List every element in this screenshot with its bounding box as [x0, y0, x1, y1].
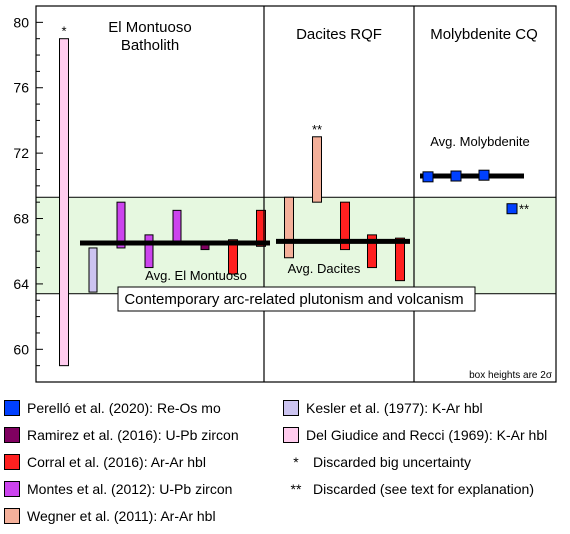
- discard-flags: *****: [61, 24, 529, 217]
- age-box: [367, 234, 377, 269]
- legend-label-ramirez: Ramirez et al. (2016): U-Pb zircon: [27, 427, 239, 443]
- age-box: [144, 234, 154, 269]
- panel-title-bg: [423, 21, 545, 47]
- y-tick-label: 72: [13, 145, 29, 161]
- y-axis: 60 64 68 72 76 80: [13, 14, 43, 367]
- age-chart: 60 64 68 72 76 80 Contemporary arc-related pl…: [13, 5, 557, 383]
- legend-swatch-corral: [4, 454, 20, 470]
- discard-flag: **: [519, 202, 529, 217]
- discard-flag: **: [312, 122, 322, 137]
- age-box: [340, 201, 350, 251]
- band-label-box: [117, 286, 476, 312]
- re-os-point: [450, 170, 462, 182]
- legend-swatch-perello: [4, 400, 20, 416]
- age-box: [284, 196, 294, 259]
- y-tick-label: 60: [13, 341, 29, 357]
- legend-symbol-asterisk: *: [293, 454, 299, 470]
- y-tick-label: 68: [13, 211, 29, 227]
- age-box: [395, 237, 405, 282]
- legend-label-perello: Perelló et al. (2020): Re-Os mo: [27, 400, 221, 416]
- legend-item-ramirez: Ramirez et al. (2016): U-Pb zircon: [4, 427, 239, 443]
- re-os-point: [422, 171, 434, 183]
- legend-swatch-delgiudice: [283, 427, 299, 443]
- legend-label-big-uncertainty: Discarded big uncertainty: [313, 454, 471, 470]
- legend-swatch-kesler: [283, 400, 299, 416]
- panel-title: Batholith: [121, 37, 179, 54]
- panel-title: Molybdenite CQ: [430, 26, 538, 43]
- box-height-note: box heights are 2σ: [469, 370, 553, 381]
- age-box: [116, 201, 126, 249]
- age-box: [172, 209, 182, 246]
- legend-item-delgiudice: Del Giudice and Recci (1969): K-Ar hbl: [283, 427, 547, 443]
- panel-title: El Montuoso: [108, 19, 191, 36]
- legend-label-corral: Corral et al. (2016): Ar-Ar hbl: [27, 454, 206, 470]
- legend-label-wegner: Wegner et al. (2011): Ar-Ar hbl: [27, 508, 216, 524]
- average-labels: Avg. El Montuoso Avg. Dacites Avg. Molybde…: [145, 134, 530, 283]
- y-tick-label: 80: [13, 14, 29, 30]
- legend-item-corral: Corral et al. (2016): Ar-Ar hbl: [4, 454, 206, 470]
- panel-title-bg: [95, 14, 205, 58]
- re-os-point: [506, 203, 518, 215]
- plot-frame: [35, 5, 557, 383]
- age-box: [228, 239, 238, 275]
- discard-flag: *: [61, 24, 66, 39]
- band-label: Contemporary arc-related plutonism and v…: [124, 291, 463, 308]
- average-label: Avg. Molybdenite: [430, 134, 530, 149]
- legend-swatch-ramirez: [4, 427, 20, 443]
- panel-title: Dacites RQF: [296, 26, 382, 43]
- legend: Perelló et al. (2020): Re-Os mo Ramirez …: [0, 392, 570, 534]
- age-box: [88, 247, 98, 293]
- age-box: [312, 136, 322, 203]
- y-tick-label: 76: [13, 80, 29, 96]
- legend-item-kesler: Kesler et al. (1977): K-Ar hbl: [283, 400, 483, 416]
- legend-symbol-double-asterisk: **: [290, 481, 302, 497]
- legend-label-delgiudice: Del Giudice and Recci (1969): K-Ar hbl: [306, 427, 548, 443]
- legend-swatch-wegner: [4, 508, 20, 524]
- legend-swatch-montes: [4, 481, 20, 497]
- average-label: Avg. Dacites: [288, 261, 361, 276]
- age-box: [256, 209, 266, 247]
- re-os-points: [422, 169, 518, 215]
- legend-label-see-text: Discarded (see text for explanation): [313, 481, 534, 497]
- re-os-point: [478, 169, 490, 181]
- legend-item-big-uncertainty: * Discarded big uncertainty: [283, 454, 471, 470]
- average-label: Avg. El Montuoso: [145, 268, 247, 283]
- age-box: [59, 38, 69, 367]
- panel-title-bg: [291, 21, 387, 47]
- legend-label-montes: Montes et al. (2012): U-Pb zircon: [27, 481, 233, 497]
- y-tick-label: 64: [13, 276, 29, 292]
- legend-item-see-text: ** Discarded (see text for explanation): [283, 481, 534, 497]
- legend-item-perello: Perelló et al. (2020): Re-Os mo: [4, 400, 221, 416]
- legend-item-wegner: Wegner et al. (2011): Ar-Ar hbl: [4, 508, 216, 524]
- legend-label-kesler: Kesler et al. (1977): K-Ar hbl: [306, 400, 483, 416]
- average-lines: [80, 173, 524, 246]
- legend-item-montes: Montes et al. (2012): U-Pb zircon: [4, 481, 232, 497]
